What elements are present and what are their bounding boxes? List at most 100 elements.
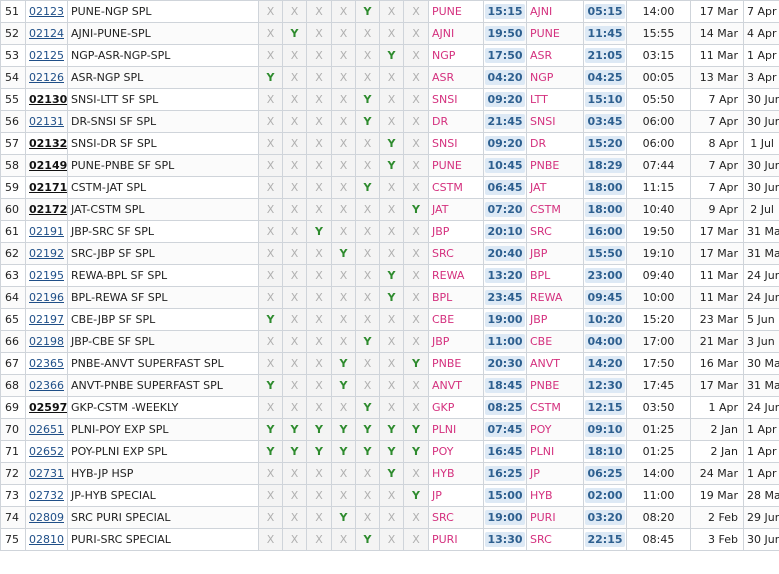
train-number-link[interactable]: 02131 — [29, 115, 64, 128]
train-number-cell: 02652 — [25, 440, 68, 463]
day-cell: X — [403, 176, 429, 199]
end-date: 31 May — [743, 220, 779, 243]
day-flag: X — [339, 115, 348, 128]
day-flag: Y — [339, 511, 348, 524]
duration: 10:40 — [626, 198, 691, 221]
departure-cell: 07:45 — [483, 418, 527, 441]
train-number-link[interactable]: 02171 — [29, 181, 68, 194]
day-flag: X — [266, 291, 275, 304]
day-flag: X — [412, 93, 420, 106]
day-cell: X — [379, 22, 404, 45]
day-cell: X — [379, 330, 404, 353]
departure-cell: 20:40 — [483, 242, 527, 265]
day-flag: X — [387, 511, 396, 524]
day-flag: X — [363, 27, 372, 40]
start-date: 16 Mar — [690, 352, 744, 375]
train-number-link[interactable]: 02130 — [29, 93, 68, 106]
day-flag: X — [363, 379, 372, 392]
day-cell: X — [306, 242, 332, 265]
day-flag: X — [315, 27, 323, 40]
train-number-link[interactable]: 02192 — [29, 247, 64, 260]
train-number-link[interactable]: 02809 — [29, 511, 64, 524]
arrival-time: 15:20 — [585, 136, 625, 151]
day-flag: Y — [266, 379, 275, 392]
day-cell: X — [282, 352, 307, 375]
day-flag: X — [266, 489, 275, 502]
arrival-time: 11:45 — [585, 26, 625, 41]
departure-time: 16:25 — [485, 466, 525, 481]
day-flag: X — [290, 511, 299, 524]
day-cell: X — [331, 198, 356, 221]
day-flag: X — [266, 5, 275, 18]
day-cell: Y — [331, 506, 356, 529]
day-flag: X — [266, 115, 275, 128]
day-flag: X — [339, 533, 348, 546]
train-number-link[interactable]: 02365 — [29, 357, 64, 370]
day-flag: X — [266, 511, 275, 524]
duration: 00:05 — [626, 66, 691, 89]
train-name: GKP-CSTM -WEEKLY — [67, 396, 259, 419]
train-number-link[interactable]: 02366 — [29, 379, 64, 392]
day-flag: X — [412, 467, 420, 480]
duration: 06:00 — [626, 110, 691, 133]
day-cell: X — [355, 154, 380, 177]
train-number-link[interactable]: 02652 — [29, 445, 64, 458]
train-number-link[interactable]: 02197 — [29, 313, 64, 326]
day-cell: X — [306, 0, 332, 23]
train-number-link[interactable]: 02651 — [29, 423, 64, 436]
train-number-link[interactable]: 02732 — [29, 489, 64, 502]
day-flag: X — [412, 313, 420, 326]
day-cell: Y — [282, 418, 307, 441]
duration: 10:00 — [626, 286, 691, 309]
day-flag: X — [290, 401, 299, 414]
arrival-cell: 05:15 — [583, 0, 627, 23]
day-cell: Y — [331, 374, 356, 397]
day-flag: X — [315, 181, 323, 194]
day-cell: X — [355, 484, 380, 507]
train-number-link[interactable]: 02195 — [29, 269, 64, 282]
from-station: PURI — [428, 528, 484, 551]
train-number-link[interactable]: 02149 — [29, 159, 68, 172]
duration: 14:00 — [626, 462, 691, 485]
train-number-link[interactable]: 02132 — [29, 137, 68, 150]
day-flag: X — [387, 401, 396, 414]
train-number-link[interactable]: 02191 — [29, 225, 64, 238]
train-number-link[interactable]: 02196 — [29, 291, 64, 304]
train-number-link[interactable]: 02810 — [29, 533, 64, 546]
train-number-link[interactable]: 02126 — [29, 71, 64, 84]
day-flag: X — [339, 159, 348, 172]
duration: 15:20 — [626, 308, 691, 331]
to-station: SRC — [526, 220, 584, 243]
arrival-time: 12:15 — [585, 400, 625, 415]
train-number-link[interactable]: 02125 — [29, 49, 64, 62]
duration: 17:50 — [626, 352, 691, 375]
train-name: PURI-SRC SPECIAL — [67, 528, 259, 551]
day-cell: X — [258, 462, 283, 485]
day-cell: X — [306, 198, 332, 221]
end-date: 30 Mar — [743, 352, 779, 375]
day-flag: Y — [387, 423, 396, 436]
day-flag: X — [387, 115, 396, 128]
train-number-link[interactable]: 02198 — [29, 335, 64, 348]
to-station: NGP — [526, 66, 584, 89]
day-cell: X — [403, 0, 429, 23]
day-flag: Y — [339, 379, 348, 392]
day-flag: X — [315, 49, 323, 62]
day-cell: Y — [379, 154, 404, 177]
train-name: REWA-BPL SF SPL — [67, 264, 259, 287]
train-number-link[interactable]: 02172 — [29, 203, 68, 216]
day-cell: X — [258, 484, 283, 507]
day-cell: Y — [355, 440, 380, 463]
arrival-time: 04:25 — [585, 70, 625, 85]
day-flag: Y — [290, 445, 299, 458]
day-cell: X — [306, 154, 332, 177]
end-date: 31 May — [743, 242, 779, 265]
train-number-link[interactable]: 02123 — [29, 5, 64, 18]
day-cell: X — [355, 198, 380, 221]
departure-time: 09:20 — [485, 92, 525, 107]
train-number-link[interactable]: 02731 — [29, 467, 64, 480]
train-number-link[interactable]: 02597 — [29, 401, 68, 414]
train-number-link[interactable]: 02124 — [29, 27, 64, 40]
from-station: ANVT — [428, 374, 484, 397]
day-cell: X — [282, 528, 307, 551]
